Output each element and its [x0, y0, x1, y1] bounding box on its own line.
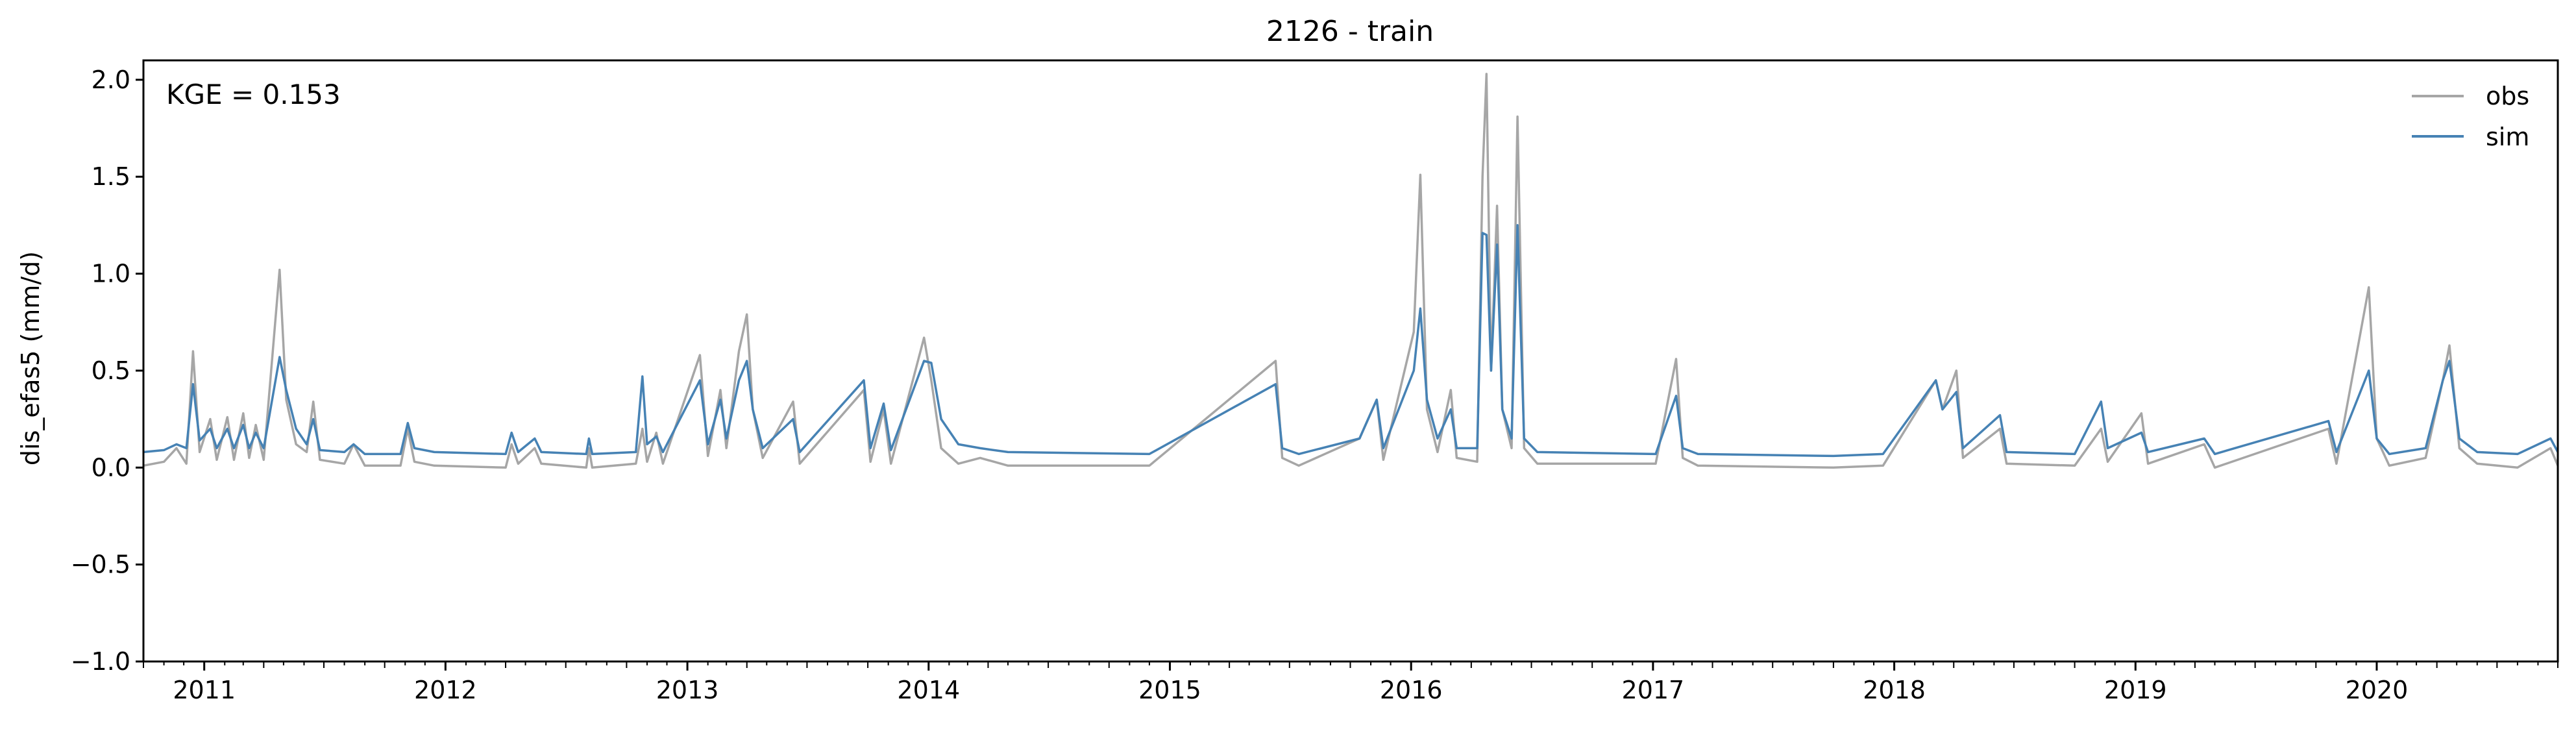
x-tick-label: 2011 — [173, 676, 236, 704]
legend: obs sim — [2412, 82, 2529, 151]
y-tick-label: 0.5 — [92, 356, 130, 385]
plot-area — [143, 73, 2559, 469]
chart-title: 2126 - train — [1266, 15, 1434, 48]
x-tick-label: 2017 — [1622, 676, 1685, 704]
y-tick-label: 1.0 — [92, 260, 130, 288]
x-tick-label: 2012 — [414, 676, 477, 704]
x-tick-label: 2014 — [897, 676, 960, 704]
plot-frame — [142, 59, 2559, 663]
kge-annotation: KGE = 0.153 — [166, 79, 341, 110]
series-line-obs — [143, 73, 2559, 469]
x-tick-label: 2015 — [1138, 676, 1201, 704]
x-tick-label: 2018 — [1863, 676, 1926, 704]
y-axis-label: dis_efas5 (mm/d) — [16, 251, 45, 465]
axes: −1.0 −0.5 0.0 0.5 1.0 1.5 2.0 2011 2012 2013 2014 2… — [71, 66, 2558, 704]
x-tick-label: 2013 — [656, 676, 719, 704]
series-line-sim — [143, 224, 2559, 458]
x-tick-label: 2019 — [2104, 676, 2167, 704]
x-tick-label: 2016 — [1380, 676, 1443, 704]
x-tick-label: 2020 — [2346, 676, 2409, 704]
y-tick-label: 0.0 — [92, 453, 130, 482]
legend-label-sim: sim — [2486, 123, 2529, 151]
y-tick-label: 2.0 — [92, 66, 130, 94]
legend-label-obs: obs — [2486, 82, 2529, 110]
y-tick-label: −1.0 — [71, 647, 130, 676]
y-tick-label: −0.5 — [71, 550, 130, 579]
y-tick-label: 1.5 — [92, 162, 130, 191]
